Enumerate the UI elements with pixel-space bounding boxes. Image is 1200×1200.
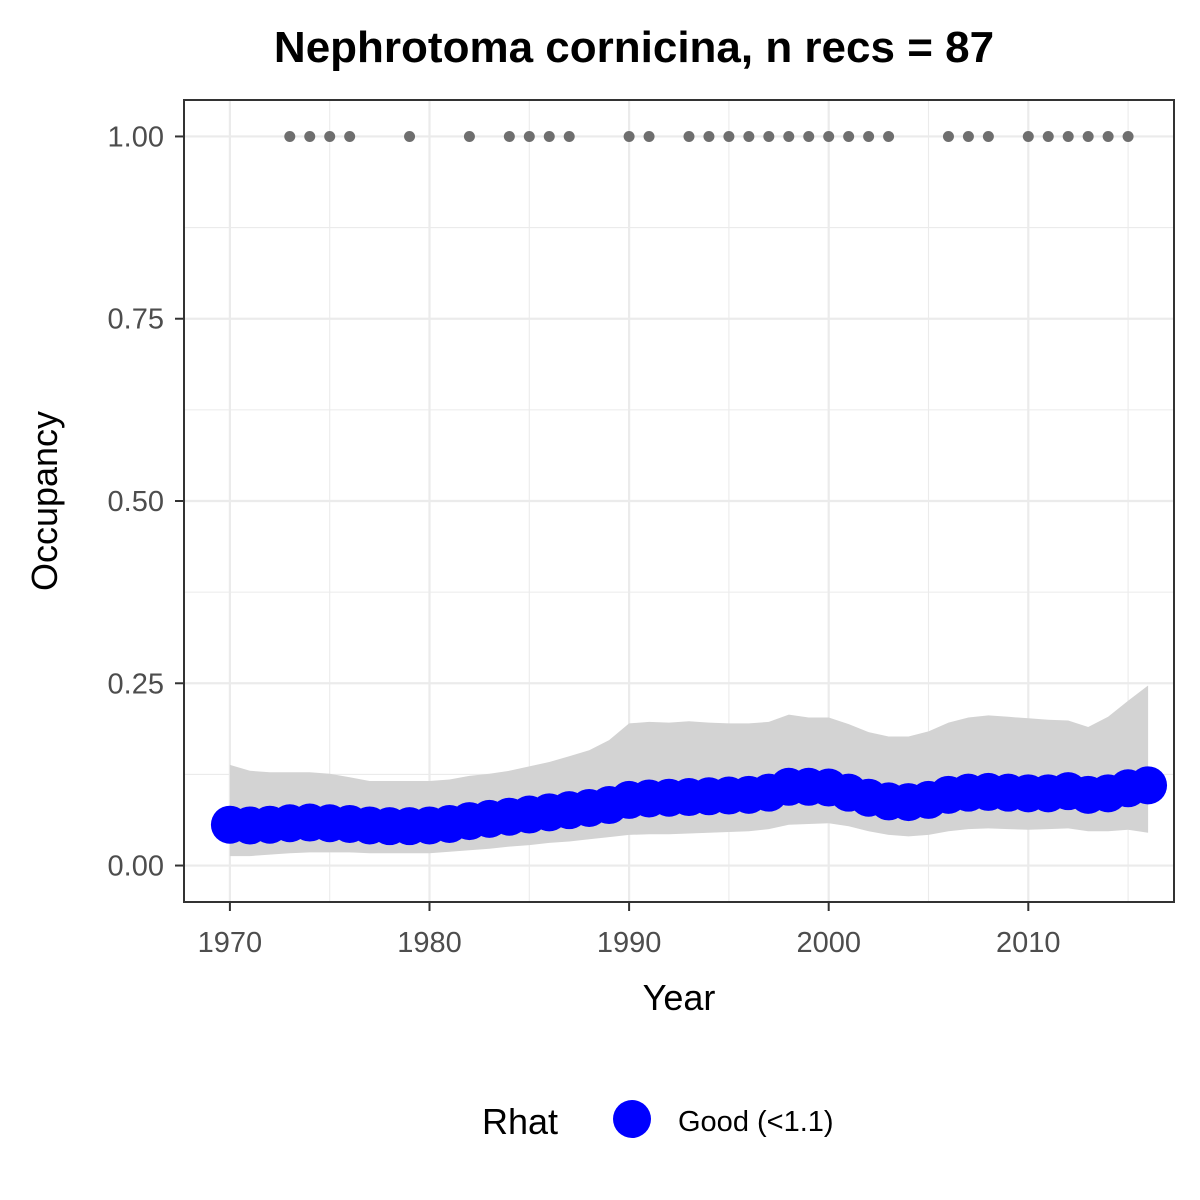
record-point: [723, 130, 735, 142]
y-tick-label: 0.00: [108, 851, 164, 883]
record-point: [563, 130, 575, 142]
record-point: [843, 130, 855, 142]
record-point: [1042, 130, 1054, 142]
record-point: [463, 130, 475, 142]
y-tick-label: 0.50: [108, 486, 164, 518]
record-point: [982, 130, 994, 142]
record-point: [404, 130, 416, 142]
occupancy-points-layer: [210, 766, 1168, 846]
record-point: [942, 130, 954, 142]
record-point: [743, 130, 755, 142]
y-tick-label: 0.75: [108, 304, 164, 336]
y-axis: 0.00 0.25 0.50 0.75 1.00: [108, 121, 184, 883]
record-point: [783, 130, 795, 142]
y-tick-label: 0.25: [108, 668, 164, 700]
record-point: [284, 130, 296, 142]
record-point: [763, 130, 775, 142]
record-point: [324, 130, 336, 142]
x-tick-label: 2010: [996, 927, 1061, 959]
record-point: [683, 130, 695, 142]
record-point: [503, 130, 515, 142]
grid-lines: [184, 100, 1174, 902]
record-point: [304, 130, 316, 142]
x-axis: 1970 1980 1990 2000 2010: [198, 902, 1061, 959]
record-point: [703, 130, 715, 142]
x-axis-title: Year: [643, 977, 716, 1018]
x-tick-label: 1990: [597, 927, 662, 959]
legend-key-good: [613, 1100, 651, 1138]
record-point: [1102, 130, 1114, 142]
record-point: [962, 130, 974, 142]
record-point: [1122, 130, 1134, 142]
record-point: [623, 130, 635, 142]
record-point: [863, 130, 875, 142]
occupancy-point: [1129, 766, 1168, 805]
chart-title: Nephrotoma cornicina, n recs = 87: [274, 23, 994, 72]
y-tick-label: 1.00: [108, 121, 164, 153]
record-points-layer: [284, 130, 1134, 142]
y-axis-title: Occupancy: [24, 411, 65, 591]
x-tick-label: 1970: [198, 927, 263, 959]
record-point: [1082, 130, 1094, 142]
legend: Rhat Good (<1.1): [482, 1100, 834, 1142]
record-point: [344, 130, 356, 142]
record-point: [1062, 130, 1074, 142]
legend-title: Rhat: [482, 1101, 558, 1142]
record-point: [543, 130, 555, 142]
record-point: [803, 130, 815, 142]
record-point: [643, 130, 655, 142]
x-tick-label: 1980: [397, 927, 462, 959]
record-point: [883, 130, 895, 142]
record-point: [1022, 130, 1034, 142]
record-point: [823, 130, 835, 142]
legend-label-good: Good (<1.1): [678, 1106, 834, 1138]
record-point: [523, 130, 535, 142]
x-tick-label: 2000: [796, 927, 861, 959]
